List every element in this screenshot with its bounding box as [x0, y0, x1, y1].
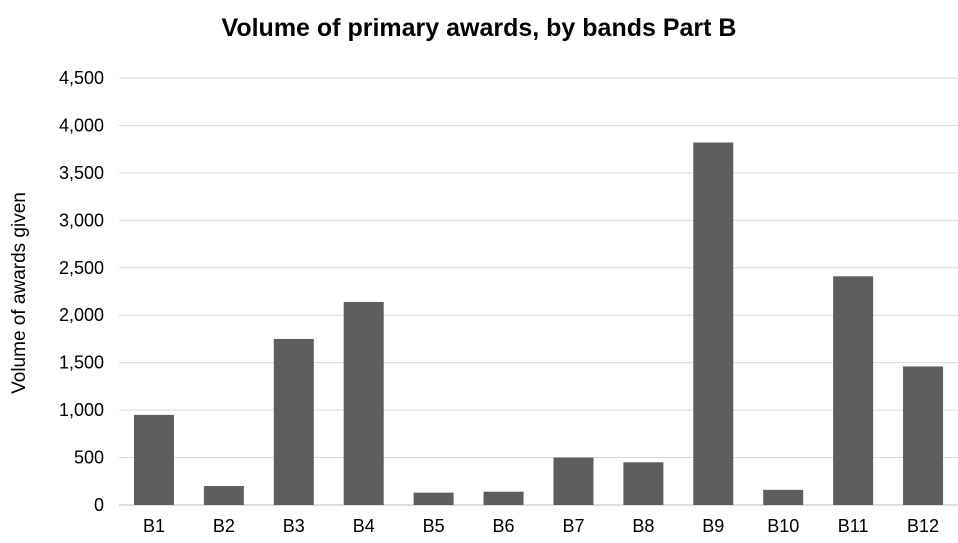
x-tick-label: B1: [143, 516, 165, 536]
y-tick-label: 500: [74, 448, 104, 468]
y-tick-label: 1,000: [59, 400, 104, 420]
y-tick-label: 4,000: [59, 115, 104, 135]
y-tick-label: 1,500: [59, 353, 104, 373]
y-tick-label: 4,500: [59, 68, 104, 88]
y-tick-label: 2,000: [59, 305, 104, 325]
bar-b10: [763, 489, 804, 505]
x-tick-label: B8: [632, 516, 654, 536]
y-tick-label: 3,500: [59, 163, 104, 183]
bar-b8: [623, 462, 664, 505]
bar-b12: [903, 366, 944, 505]
x-tick-label: B2: [213, 516, 235, 536]
y-tick-label: 2,500: [59, 258, 104, 278]
x-tick-label: B11: [838, 516, 869, 536]
bar-b5: [413, 492, 454, 505]
x-tick-label: B3: [283, 516, 305, 536]
bar-b7: [553, 457, 594, 505]
x-tick-label: B5: [423, 516, 445, 536]
x-tick-label: B6: [493, 516, 515, 536]
bar-b9: [693, 142, 734, 505]
x-tick-label: B9: [702, 516, 724, 536]
x-tick-label: B4: [353, 516, 375, 536]
bar-b3: [273, 338, 314, 505]
x-tick-label: B10: [767, 516, 799, 536]
y-tick-label: 3,000: [59, 210, 104, 230]
bar-b11: [833, 276, 874, 505]
bar-b4: [343, 301, 384, 505]
bar-b6: [483, 491, 524, 505]
x-tick-label: B12: [907, 516, 939, 536]
y-tick-label: 0: [94, 495, 104, 515]
x-tick-label: B7: [562, 516, 584, 536]
bar-b1: [133, 414, 174, 505]
chart-title: Volume of primary awards, by bands Part …: [221, 14, 737, 42]
bar-b2: [203, 486, 244, 505]
